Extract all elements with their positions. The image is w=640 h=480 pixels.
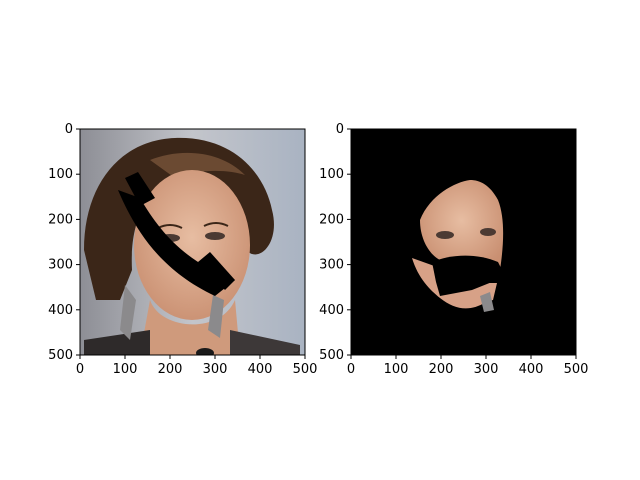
left-x-tick-label: 0 xyxy=(76,362,84,377)
right-brow xyxy=(203,222,229,227)
left-x-tick-label: 200 xyxy=(158,362,183,377)
masked-occluder xyxy=(432,255,502,296)
earring-right xyxy=(208,295,224,338)
left-x-tick-label: 100 xyxy=(113,362,138,377)
left-y-tick-label: 200 xyxy=(48,212,73,227)
right-axes-frame xyxy=(350,128,577,356)
masked-face-upper xyxy=(420,180,504,270)
hair-highlight xyxy=(150,152,245,178)
right-x-tick-label: 400 xyxy=(519,362,544,377)
masked-left-eye xyxy=(436,231,454,239)
right-y-tick-label: 300 xyxy=(319,258,344,273)
right-x-tick-label: 500 xyxy=(564,362,589,377)
right-y-tick-label: 0 xyxy=(336,122,344,137)
masked-earring xyxy=(480,292,494,312)
right-y-tick-label: 200 xyxy=(319,212,344,227)
right-y-tick-label: 400 xyxy=(319,303,344,318)
right-x-tick-label: 100 xyxy=(384,362,409,377)
left-y-tick-label: 300 xyxy=(48,258,73,273)
left-axes-frame xyxy=(79,128,306,356)
right-x-tick-label: 200 xyxy=(429,362,454,377)
right-eye xyxy=(205,232,225,240)
earring-left xyxy=(120,285,136,340)
left-x-tick-label: 400 xyxy=(248,362,273,377)
right-image-panel xyxy=(351,129,576,355)
left-image-panel xyxy=(80,129,305,355)
neck xyxy=(140,300,240,355)
left-x-tick-label: 300 xyxy=(203,362,228,377)
shoulder-right xyxy=(230,330,300,355)
right-y-tick-label: 100 xyxy=(319,167,344,182)
left-x-tick-label: 500 xyxy=(293,362,318,377)
left-y-tick-label: 0 xyxy=(65,122,73,137)
left-brow xyxy=(157,224,183,229)
left-y-tick-label: 100 xyxy=(48,167,73,182)
microphone xyxy=(196,348,214,355)
shoulder-left xyxy=(84,330,150,355)
left-y-tick-label: 400 xyxy=(48,303,73,318)
right-y-tick-label: 500 xyxy=(319,348,344,363)
left-y-tick-label: 500 xyxy=(48,348,73,363)
right-x-tick-label: 300 xyxy=(474,362,499,377)
occluder-tab-top xyxy=(125,172,155,206)
masked-right-eye xyxy=(480,228,496,236)
right-x-tick-label: 0 xyxy=(347,362,355,377)
occluder-tab-right xyxy=(198,252,235,290)
